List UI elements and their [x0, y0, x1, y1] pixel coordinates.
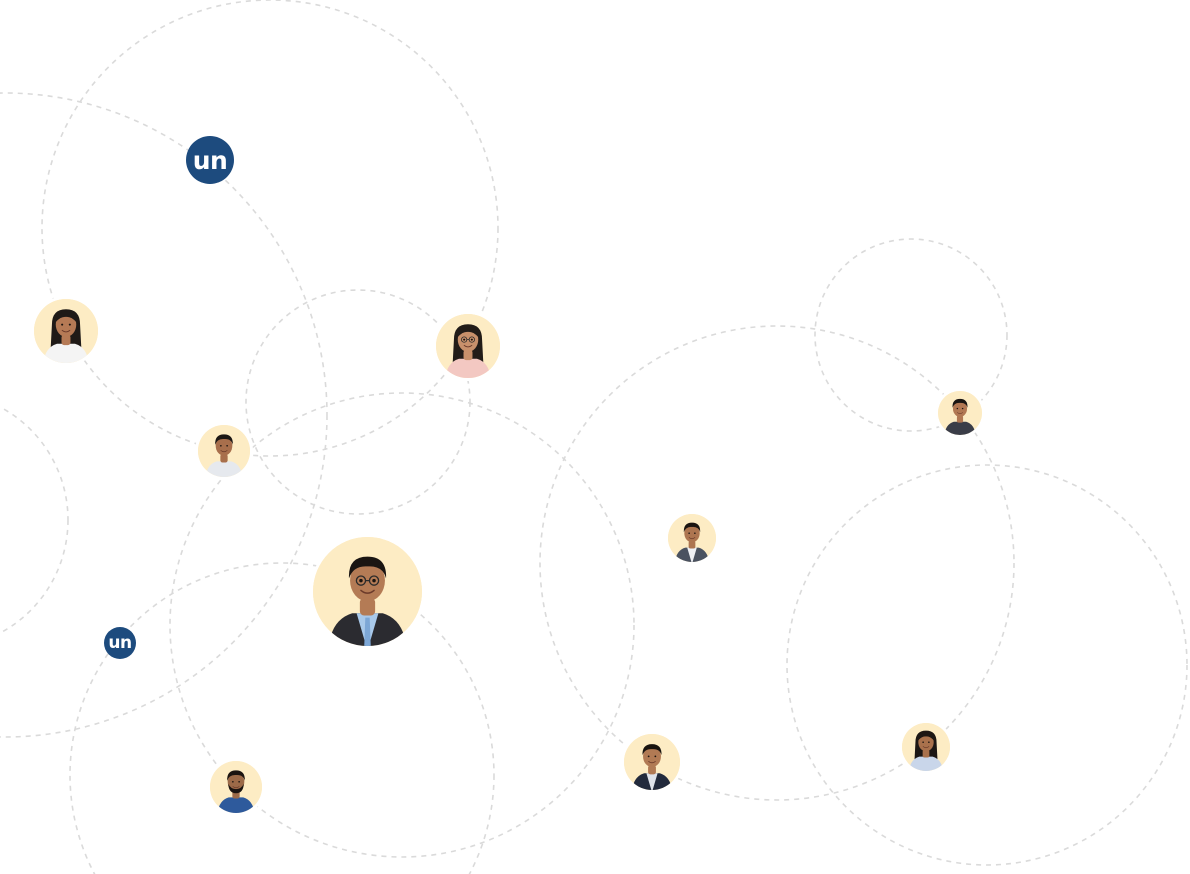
logo-text: un — [193, 146, 228, 175]
avatar-man-grey-blazer — [668, 514, 716, 562]
person-avatar-icon — [938, 391, 982, 435]
person-avatar-icon — [34, 299, 98, 363]
logo-text: un — [108, 633, 131, 653]
person-avatar-icon — [436, 314, 500, 378]
connection-ring — [0, 93, 327, 737]
avatar-boy-checked-shirt — [198, 425, 250, 477]
person-avatar-icon — [668, 514, 716, 562]
person-avatar-icon — [210, 761, 262, 813]
avatar-man-blue-tshirt-beard — [210, 761, 262, 813]
avatar-girl-long-hair — [34, 299, 98, 363]
brand-logo-large: un — [186, 136, 234, 184]
avatar-young-man-dark-shirt — [938, 391, 982, 435]
person-avatar-icon — [198, 425, 250, 477]
avatar-man-suit-glasses — [313, 537, 422, 646]
avatar-woman-glasses — [436, 314, 500, 378]
connection-ring — [787, 465, 1187, 865]
brand-logo-small: un — [104, 627, 136, 659]
person-avatar-icon — [902, 723, 950, 771]
connection-ring — [246, 290, 470, 514]
avatar-woman-light-top — [902, 723, 950, 771]
connection-ring — [70, 563, 494, 874]
person-avatar-icon — [624, 734, 680, 790]
connection-ring — [0, 392, 68, 648]
connection-ring — [42, 0, 498, 456]
avatar-man-navy-jacket — [624, 734, 680, 790]
person-avatar-icon — [313, 537, 422, 646]
